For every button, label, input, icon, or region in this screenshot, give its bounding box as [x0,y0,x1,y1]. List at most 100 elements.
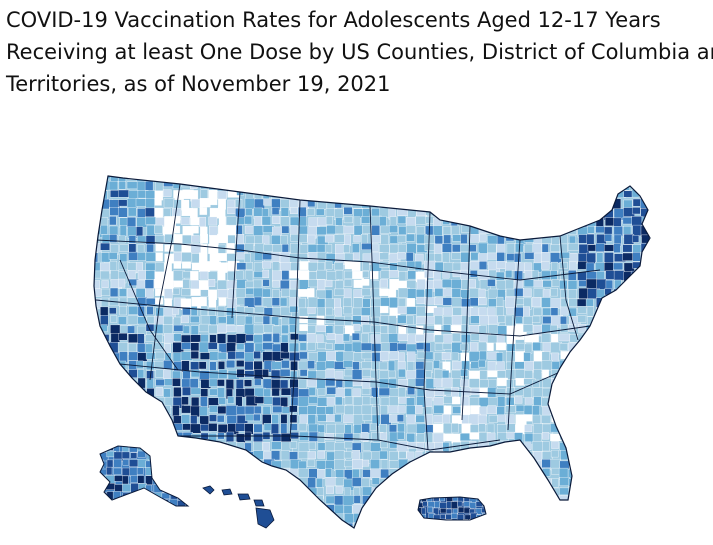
county-cell [587,451,599,461]
county-cell [585,405,597,414]
county-cell [524,370,533,379]
county-cell [128,513,140,523]
county-cell [137,505,145,515]
county-cell [334,262,344,271]
county-cell [362,414,373,421]
county-cell [577,512,588,521]
county-cell [271,251,281,263]
county-cell [533,504,545,515]
county-cell [379,279,388,288]
county-cell [451,332,461,342]
county-cell [370,198,379,210]
county-cell [453,521,460,529]
county-cell [153,432,162,444]
county-cell [225,431,235,443]
county-cell [145,397,154,407]
county-cell [351,261,361,271]
county-cell [481,521,488,526]
county-cell [181,405,191,414]
county-cell [172,352,182,363]
county-cell [577,505,585,517]
county-cell [605,297,615,310]
county-cell [622,252,633,261]
county-cell [559,505,572,514]
county-cell [478,423,486,433]
county-cell [595,208,604,219]
county-cell [595,217,604,228]
county-cell [649,280,650,288]
county-cell [169,476,179,486]
county-cell [406,468,419,481]
county-cell [146,243,154,253]
county-cell [244,370,255,378]
county-cell [145,475,153,485]
county-cell [343,216,353,224]
county-cell [514,441,523,449]
county-cell [109,522,120,528]
county-cell [596,478,607,487]
county-cell [531,297,541,308]
county-cell [541,414,551,424]
county-cell [94,406,101,414]
county-cell [94,379,101,390]
county-cell [604,217,616,227]
county-cell [622,324,634,335]
county-cell [236,325,244,333]
county-cell [137,387,146,397]
county-cell [397,243,407,254]
county-cell [632,207,641,215]
county-cell [515,351,525,363]
county-cell [640,370,650,382]
county-cell [542,181,553,189]
county-cell [614,181,622,189]
county-cell [443,486,452,493]
county-cell [289,513,300,521]
county-cell [169,468,179,476]
county-cell [117,405,128,416]
county-cell [281,176,289,183]
county-cell [298,233,308,243]
county-cell [226,315,235,325]
county-cell [108,252,118,260]
county-cell [119,379,131,389]
county-cell [443,405,452,415]
county-cell [307,405,317,415]
county-cell [567,270,577,281]
county-cell [173,441,184,450]
county-cell [154,197,162,206]
county-cell [434,334,445,343]
county-cell [605,505,614,518]
county-cell [567,242,579,251]
county-cell [200,305,209,317]
county-cell [514,396,523,404]
county-cell [186,476,188,483]
county-cell [172,307,180,315]
county-cell [487,505,495,516]
county-cell [641,469,650,482]
county-cell [110,423,121,435]
county-cell [146,442,159,451]
county-cell [496,377,508,387]
county-cell [280,387,293,396]
county-cell [316,370,327,380]
county-cell [632,451,640,464]
county-cell [380,504,390,515]
county-cell [540,198,550,206]
county-cell [487,279,496,287]
county-cell [488,379,497,389]
county-cell [161,446,170,453]
county-cell [297,504,305,512]
county-cell [253,405,262,414]
county-cell [137,352,148,362]
county-cell [262,477,272,487]
county-cell [289,487,299,499]
county-cell [207,505,217,517]
county-cell [209,198,218,206]
county-cell [469,189,477,198]
county-cell [577,379,590,389]
county-cell [630,270,640,282]
county-cell [497,514,507,525]
county-cell [477,242,489,254]
county-cell [532,441,544,452]
county-cell [586,278,597,289]
